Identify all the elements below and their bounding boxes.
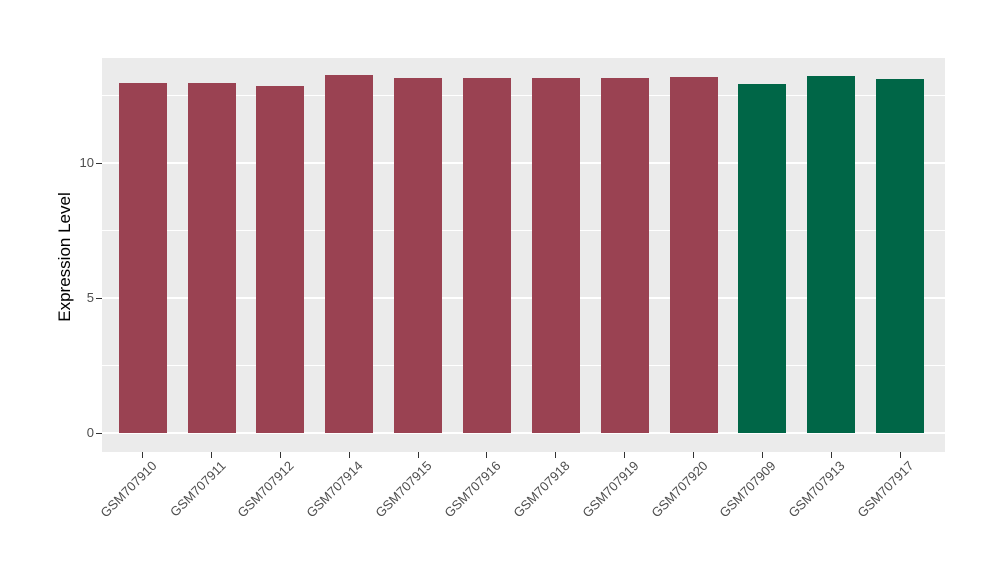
gridline-minor	[102, 365, 945, 366]
gridline-major	[102, 162, 945, 164]
y-axis-tick	[96, 298, 102, 299]
bar-GSM707914	[325, 74, 374, 433]
bar-GSM707911	[187, 83, 236, 433]
bar-GSM707909	[738, 83, 787, 433]
y-axis-title: Expression Level	[55, 192, 74, 322]
y-axis-tick	[96, 163, 102, 164]
bar-GSM707915	[394, 77, 443, 433]
x-axis-tick	[486, 452, 488, 458]
gridline-major	[102, 432, 945, 434]
x-axis-tick	[417, 452, 419, 458]
bar-GSM707916	[462, 78, 511, 433]
x-axis-tick	[555, 452, 557, 458]
gridline-major	[102, 297, 945, 299]
bar-GSM707919	[600, 78, 649, 433]
x-axis-tick	[142, 452, 144, 458]
y-axis-tick	[96, 433, 102, 434]
bar-GSM707912	[256, 86, 305, 433]
plot-panel	[102, 58, 945, 452]
bar-GSM707917	[876, 78, 925, 433]
x-axis-tick	[279, 452, 281, 458]
x-axis-tick	[761, 452, 763, 458]
x-axis-tick	[624, 452, 626, 458]
bar-GSM707910	[118, 83, 167, 433]
x-axis-tick	[830, 452, 832, 458]
x-axis-tick	[348, 452, 350, 458]
bar-GSM707920	[669, 76, 718, 433]
y-tick-label: 5	[86, 290, 94, 305]
x-axis-tick	[899, 452, 901, 458]
gridline-minor	[102, 230, 945, 231]
bar-GSM707918	[531, 77, 580, 433]
x-axis-tick	[211, 452, 213, 458]
bar-GSM707913	[807, 75, 856, 433]
x-axis-tick	[693, 452, 694, 458]
gridline-minor	[102, 95, 945, 96]
y-tick-label: 0	[86, 425, 94, 440]
y-tick-label: 10	[79, 155, 94, 170]
